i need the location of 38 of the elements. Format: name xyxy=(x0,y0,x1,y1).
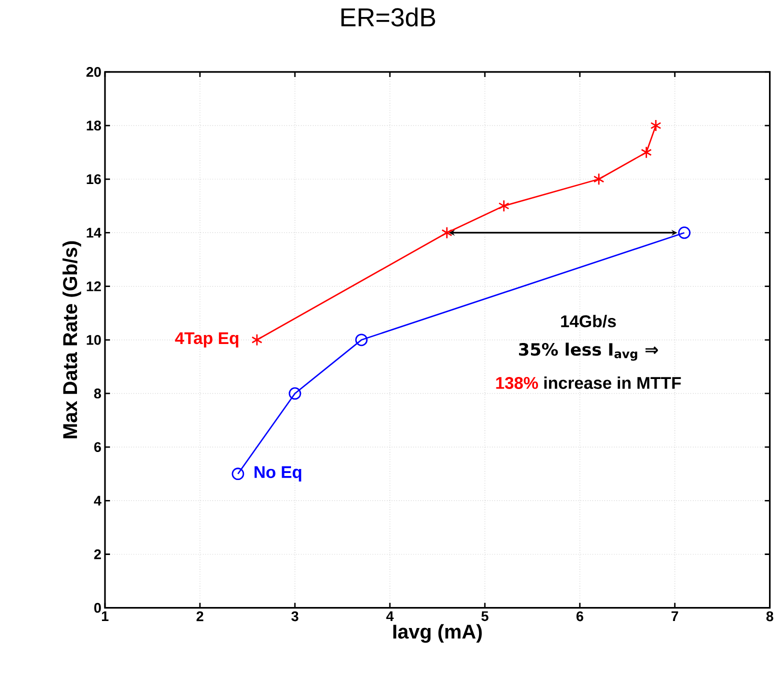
y-tick-label: 2 xyxy=(94,549,101,560)
y-tick-label: 10 xyxy=(86,335,101,345)
y-tick-label: 6 xyxy=(94,442,101,452)
point xyxy=(640,146,652,159)
annotation: increase in MTTF xyxy=(544,376,681,390)
series-label: 4Tap Eq xyxy=(175,332,238,348)
y-tick-label: 4 xyxy=(94,496,102,506)
annotation: 35% less I$_{avg}$ ⇒ xyxy=(519,342,658,361)
chart-title: ER=3dB xyxy=(341,8,436,27)
x-tick-label: 5 xyxy=(481,611,488,622)
y-tick-label: 12 xyxy=(86,282,101,292)
annotation: 138% xyxy=(496,377,538,390)
y-tick-label: 8 xyxy=(94,388,102,399)
point xyxy=(355,334,368,346)
y-tick-label: 18 xyxy=(86,120,102,131)
annotation: 14Gb/s xyxy=(561,314,616,328)
x-tick-label: 8 xyxy=(766,611,774,622)
y-tick-label: 14 xyxy=(86,228,102,238)
x-tick-label: 7 xyxy=(672,611,678,622)
y-tick-label: 20 xyxy=(86,67,101,77)
y-tick-label: 0 xyxy=(94,602,101,613)
series-label: No Eq xyxy=(254,466,302,482)
point xyxy=(288,387,302,400)
y-tick-label: 16 xyxy=(86,174,101,184)
x-tick-label: 1 xyxy=(102,611,108,622)
point xyxy=(650,119,662,132)
point xyxy=(251,334,262,346)
x-tick-label: 2 xyxy=(196,611,204,622)
x-axis-title: Iavg (mA) xyxy=(393,624,482,643)
point xyxy=(441,226,452,240)
x-tick-label: 4 xyxy=(386,611,394,622)
y-axis-title: Max Data Rate (Gb/s) xyxy=(62,241,82,438)
x-tick-label: 3 xyxy=(291,611,298,622)
point xyxy=(593,173,604,186)
point xyxy=(232,468,244,480)
x-tick-label: 6 xyxy=(576,611,584,622)
point xyxy=(678,226,691,240)
point xyxy=(498,200,510,212)
